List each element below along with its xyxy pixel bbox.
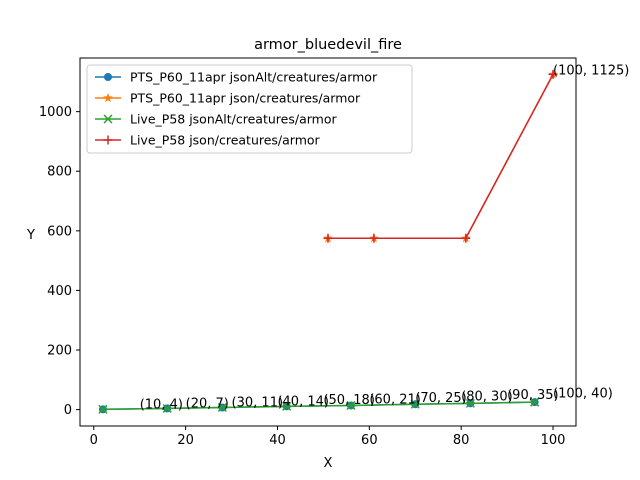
series-line [328, 74, 554, 240]
data-point [346, 400, 356, 410]
legend-item: Live_P58 jsonAlt/creatures/armor [95, 112, 337, 127]
legend-marker [103, 93, 113, 103]
data-label: (60, 21) [369, 392, 421, 407]
x-tick-label: 40 [269, 433, 286, 448]
data-point [530, 397, 540, 407]
legend-marker [104, 73, 112, 81]
annotations: (10, 4) (20, 7) (30, 11)(40, 14)(50, 18)(6… [140, 63, 630, 412]
plot-area: (10, 4) (20, 7) (30, 11)(40, 14)(50, 18)(6… [98, 63, 630, 414]
data-point [98, 404, 108, 414]
chart-title: armor_bluedevil_fire [254, 37, 402, 53]
legend-label: PTS_P60_11apr json/creatures/armor [130, 91, 361, 106]
x-axis: 0 20 40 60 80 100 [90, 426, 566, 448]
data-point [217, 402, 227, 413]
legend-label: PTS_P60_11apr jsonAlt/creatures/armor [130, 70, 378, 85]
legend-marker [103, 114, 113, 124]
data-point [465, 398, 475, 408]
data-point [282, 401, 292, 411]
legend-item: PTS_P60_11apr json/creatures/armor [95, 91, 361, 106]
y-tick-label: 600 [47, 224, 72, 239]
axes-frame [79, 57, 577, 427]
legend-box [86, 64, 413, 154]
data-label: (80, 30) [461, 390, 513, 405]
data-point [369, 233, 379, 243]
x-tick-label: 0 [90, 433, 98, 448]
data-point [162, 403, 172, 413]
y-tick-label: 200 [47, 344, 72, 359]
legend-label: Live_P58 jsonAlt/creatures/armor [130, 112, 337, 127]
y-tick-label: 400 [47, 284, 72, 299]
legend-marker [103, 135, 113, 145]
y-axis-label: Y [26, 228, 35, 243]
data-label: (30, 11) [232, 395, 283, 410]
data-label: (90, 35) [507, 388, 558, 403]
series-line [102, 401, 535, 411]
data-label: (50, 18) [323, 393, 375, 408]
legend-item: PTS_P60_11apr jsonAlt/creatures/armor [95, 70, 378, 85]
legend-label: Live_P58 json/creatures/armor [130, 133, 321, 148]
data-label: (70, 25) [415, 391, 467, 406]
x-axis-label: X [324, 456, 333, 471]
data-point [548, 69, 558, 79]
legend: PTS_P60_11apr jsonAlt/creatures/armor PTS… [86, 64, 413, 154]
x-tick-label: 60 [361, 433, 378, 448]
data-label: (100, 40) [553, 387, 613, 402]
data-point [410, 399, 420, 409]
x-tick-label: 20 [177, 433, 194, 448]
y-tick-label: 1000 [39, 105, 72, 120]
y-tick-label: 0 [64, 403, 72, 418]
y-tick-label: 800 [47, 165, 72, 180]
x-tick-label: 100 [541, 433, 566, 448]
y-axis: 0 200 400 600 800 1000 [39, 105, 80, 418]
data-point [461, 233, 471, 243]
data-label: (10, 4) [140, 397, 183, 412]
series-3 [98, 397, 540, 414]
legend-item: Live_P58 json/creatures/armor [95, 133, 321, 148]
data-point [323, 233, 333, 243]
data-label: (20, 7) [186, 397, 229, 412]
x-tick-label: 80 [453, 433, 470, 448]
data-label: (100, 1125) [553, 63, 629, 78]
data-label: (40, 14) [277, 394, 329, 409]
series-4 [323, 69, 558, 243]
